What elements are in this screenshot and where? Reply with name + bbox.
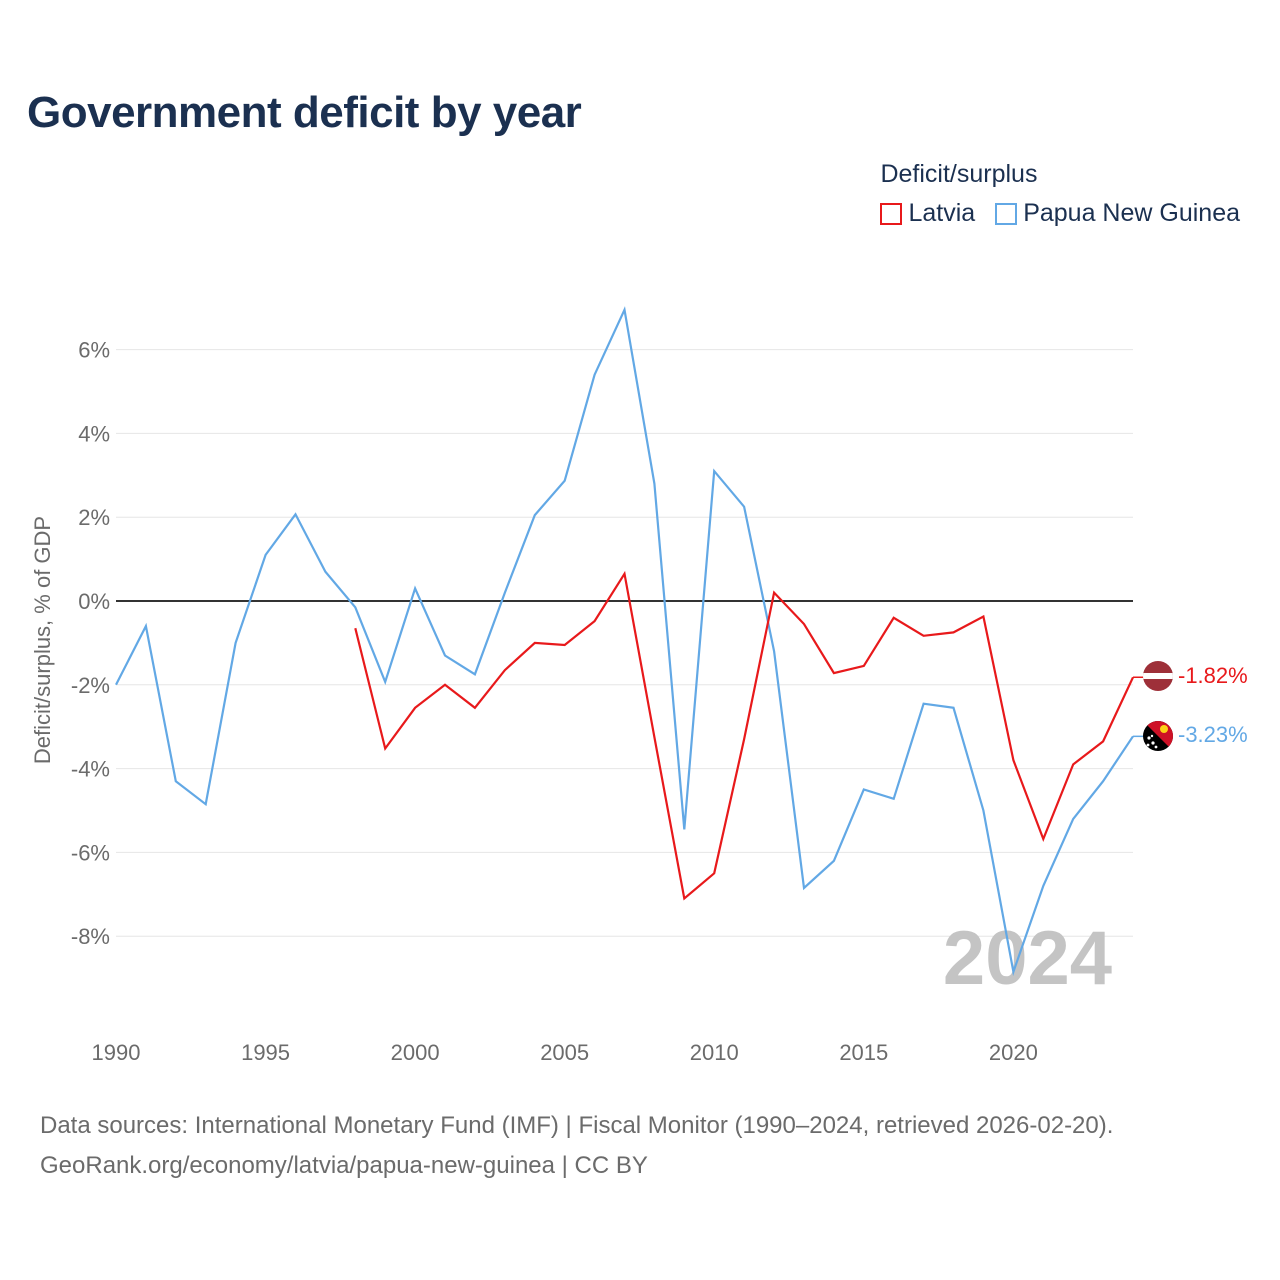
y-axis-label: Deficit/surplus, % of GDP — [30, 516, 55, 764]
y-tick-label: 2% — [78, 505, 110, 530]
source-link[interactable]: GeoRank.org/economy/latvia/papua-new-gui… — [40, 1152, 648, 1179]
series-line-latvia[interactable] — [354, 570, 1134, 901]
footer: Data sources: International Monetary Fun… — [40, 1106, 1113, 1186]
legend-swatch-latvia — [880, 202, 903, 225]
x-tick-label: 2020 — [989, 1040, 1038, 1065]
legend-swatch-png — [995, 202, 1018, 225]
legend: Deficit/surplus Latvia Papua New Guinea — [880, 160, 1240, 228]
chart-title: Government deficit by year — [27, 88, 582, 137]
legend-label-latvia: Latvia — [908, 199, 976, 227]
legend-label-png: Papua New Guinea — [1023, 199, 1240, 227]
y-tick-label: -4% — [71, 757, 110, 782]
x-tick-label: 2010 — [690, 1040, 739, 1065]
latvia-flag-icon — [1143, 661, 1173, 691]
y-tick-label: 0% — [78, 589, 110, 614]
x-tick-label: 2005 — [540, 1040, 589, 1065]
legend-item-png[interactable]: Papua New Guinea — [995, 199, 1240, 228]
source-note: Data sources: International Monetary Fun… — [40, 1112, 1114, 1139]
legend-item-latvia[interactable]: Latvia — [880, 199, 975, 228]
y-tick-label: 4% — [78, 421, 110, 446]
x-tick-label: 2015 — [839, 1040, 888, 1065]
legend-title: Deficit/surplus — [880, 160, 1038, 188]
y-tick-label: -8% — [71, 924, 110, 949]
x-tick-label: 2000 — [391, 1040, 440, 1065]
y-tick-label: -2% — [71, 673, 110, 698]
y-tick-label: 6% — [78, 338, 110, 363]
x-tick-label: 1995 — [241, 1040, 290, 1065]
papua-new-guinea-flag-icon — [1143, 721, 1173, 751]
end-label-latvia: -1.82% — [1178, 663, 1248, 688]
end-label-png: -3.23% — [1178, 722, 1248, 747]
x-tick-label: 1990 — [92, 1040, 141, 1065]
y-tick-label: -6% — [71, 840, 110, 865]
series-line-papua-new-guinea[interactable] — [115, 306, 1134, 977]
